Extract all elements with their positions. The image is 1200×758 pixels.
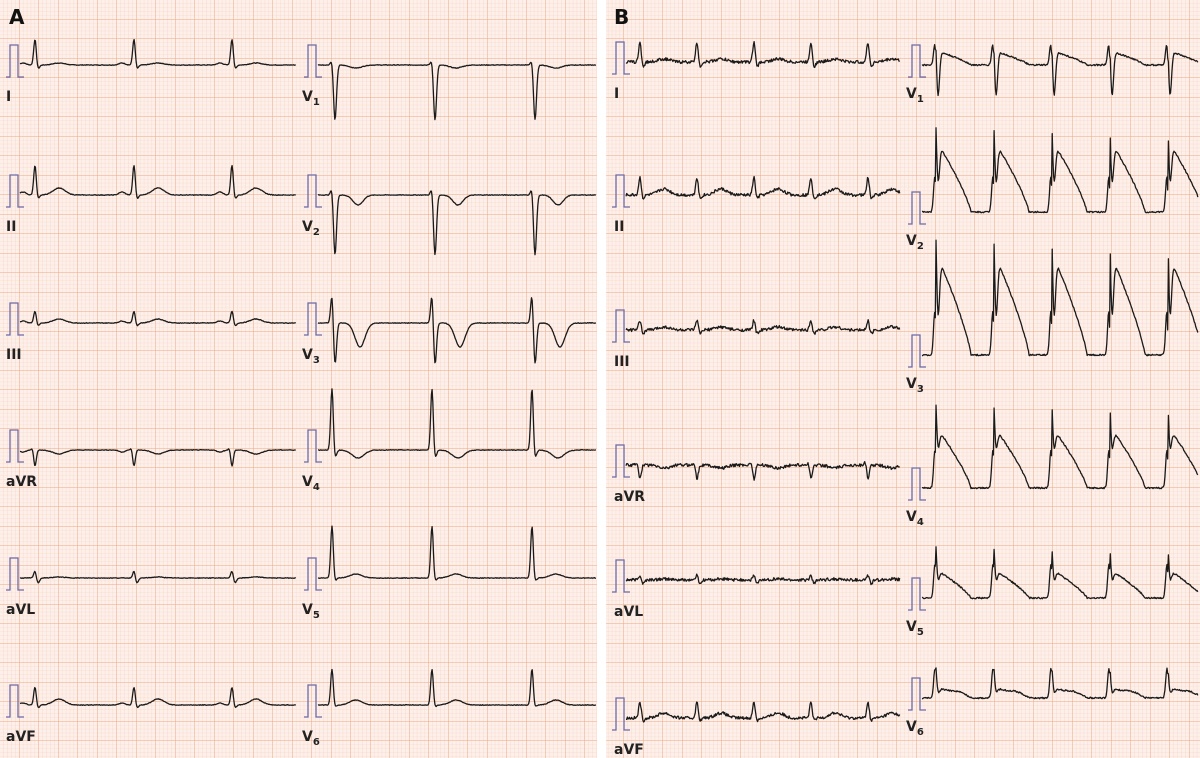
trace-a-v3 [317,297,597,364]
lead-label-b-4: aVL [614,604,643,620]
calibration-pulse [6,302,24,336]
calibration-pulse [6,429,24,463]
trace-b-v1 [921,44,1199,97]
trace-b-v6 [921,667,1199,700]
lead-label-b-3: aVR [614,489,645,505]
lead-label-b-v2: V2 [906,233,924,252]
trace-b-v2 [921,127,1199,214]
lead-label-a-5: aVF [6,729,36,745]
lead-label-b-2: III [614,354,630,370]
lead-label-a-v6: V6 [302,729,320,748]
panel-letter-a: A [9,5,25,29]
grid-a [0,0,597,758]
trace-b-3 [625,461,900,481]
calibration-pulse [612,444,630,478]
lead-label-a-v3: V3 [302,347,320,366]
lead-label-b-v5: V5 [906,619,924,638]
calibration-pulse [908,44,926,78]
trace-b-4 [625,573,901,586]
calibration-pulse [304,44,322,78]
trace-b-v5 [921,546,1199,600]
calibration-pulse [304,302,322,336]
trace-b-2 [625,319,901,335]
calibration-pulse [612,309,630,343]
lead-label-a-2: III [6,347,22,363]
panel-letter-b: B [614,5,629,29]
lead-label-b-1: II [614,219,624,235]
calibration-pulse [304,174,322,208]
lead-label-a-4: aVL [6,602,35,618]
lead-label-b-v3: V3 [906,376,924,395]
calibration-pulse [908,467,926,501]
panel-b: B [606,0,1200,758]
calibration-pulse [304,557,322,591]
lead-label-b-v1: V1 [906,86,924,105]
trace-a-3 [19,448,296,467]
calibration-pulse [908,577,926,611]
lead-label-a-0: I [6,89,11,105]
grid-b [606,0,1200,758]
calibration-pulse [6,44,24,78]
lead-label-a-3: aVR [6,474,37,490]
lead-label-b-v4: V4 [906,509,924,528]
panel-a: A [0,0,597,758]
calibration-pulse [908,334,926,368]
trace-a-2 [19,310,296,327]
trace-a-1 [19,164,296,199]
trace-a-5 [19,686,297,709]
trace-a-v2 [317,190,597,256]
calibration-pulse [612,41,630,75]
lead-label-a-v2: V2 [302,219,320,238]
calibration-pulse [908,677,926,711]
lead-label-a-1: II [6,219,16,235]
trace-b-1 [625,175,901,200]
lead-label-b-0: I [614,86,619,102]
trace-a-v5 [317,525,596,581]
trace-a-v4 [318,388,597,459]
calibration-pulse [304,684,322,718]
calibration-pulse [612,697,630,731]
trace-b-v4 [921,404,1199,490]
calibration-pulse [6,557,24,591]
calibration-pulse [6,684,24,718]
lead-label-a-v5: V5 [302,602,320,621]
trace-b-5 [626,701,901,723]
lead-label-a-v1: V1 [302,89,320,108]
lead-label-b-v6: V6 [906,719,924,738]
calibration-pulse [612,559,630,593]
lead-label-a-v4: V4 [302,474,320,493]
calibration-pulse [6,174,24,208]
calibration-pulse [908,191,926,225]
calibration-pulse [304,429,322,463]
lead-label-b-5: aVF [614,742,644,758]
trace-a-v6 [317,668,597,708]
calibration-pulse [612,174,630,208]
trace-a-0 [19,38,296,69]
trace-a-v1 [317,61,597,121]
trace-b-0 [625,40,900,69]
trace-b-v3 [921,239,1199,357]
trace-a-4 [19,570,296,584]
